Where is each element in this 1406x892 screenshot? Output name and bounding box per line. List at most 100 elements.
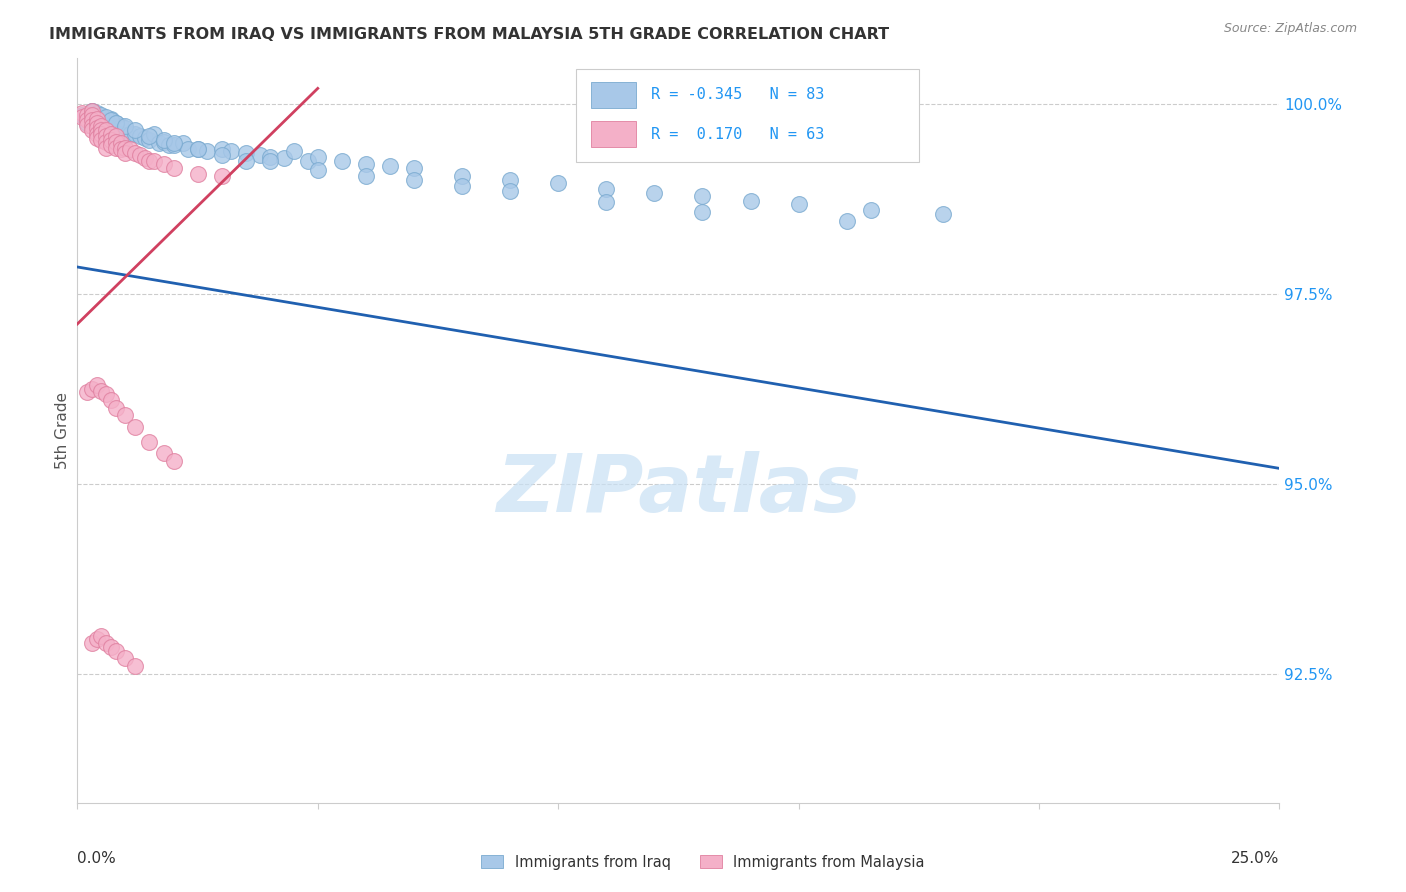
Point [96, 123, 118, 137]
Point [128, 148, 150, 162]
Point [143, 153, 166, 168]
Point [90, 110, 112, 124]
Point [595, 182, 617, 196]
Point [86, 118, 108, 132]
Point [114, 141, 136, 155]
Point [80, 108, 103, 122]
Text: R =  0.170   N = 63: R = 0.170 N = 63 [651, 128, 824, 142]
Point [124, 419, 146, 434]
FancyBboxPatch shape [591, 121, 637, 147]
Point [114, 120, 136, 134]
Point [90, 629, 112, 643]
Point [86, 130, 108, 145]
Point [148, 136, 170, 150]
Point [235, 153, 257, 168]
Point [96, 123, 118, 137]
Point [80, 112, 103, 126]
Point [499, 184, 522, 198]
Point [100, 138, 122, 153]
Point [104, 141, 127, 155]
Point [100, 113, 122, 128]
Point [283, 144, 305, 158]
Point [692, 204, 714, 219]
Point [211, 142, 233, 156]
Point [104, 115, 127, 129]
Point [138, 153, 160, 168]
Point [104, 644, 127, 658]
Point [90, 120, 112, 134]
Point [932, 207, 955, 221]
Point [110, 136, 132, 150]
Point [692, 189, 714, 203]
Point [110, 127, 132, 141]
Point [124, 127, 146, 141]
Point [76, 113, 98, 128]
Text: IMMIGRANTS FROM IRAQ VS IMMIGRANTS FROM MALAYSIA 5TH GRADE CORRELATION CHART: IMMIGRANTS FROM IRAQ VS IMMIGRANTS FROM … [49, 27, 890, 42]
Point [187, 142, 209, 156]
Legend: Immigrants from Iraq, Immigrants from Malaysia: Immigrants from Iraq, Immigrants from Ma… [475, 849, 931, 876]
Point [211, 169, 233, 183]
Point [96, 636, 118, 650]
Point [162, 161, 184, 176]
Point [80, 104, 103, 119]
Point [104, 115, 127, 129]
Point [104, 401, 127, 415]
Point [96, 120, 118, 134]
Point [96, 135, 118, 149]
Point [134, 151, 156, 165]
Point [100, 133, 122, 147]
Point [451, 169, 474, 183]
Point [104, 127, 127, 141]
Point [195, 144, 218, 158]
Point [138, 133, 160, 147]
Point [547, 177, 569, 191]
Point [259, 153, 281, 168]
Point [96, 141, 118, 155]
Point [100, 118, 122, 132]
Text: Source: ZipAtlas.com: Source: ZipAtlas.com [1223, 22, 1357, 36]
Point [297, 153, 319, 168]
Point [354, 157, 377, 171]
Point [114, 146, 136, 161]
Point [219, 144, 242, 158]
Point [114, 408, 136, 422]
Point [172, 136, 194, 150]
Point [80, 636, 103, 650]
Point [259, 150, 281, 164]
Point [153, 446, 176, 460]
Point [96, 387, 118, 401]
Point [104, 135, 127, 149]
Point [80, 123, 103, 137]
Point [76, 118, 98, 132]
Point [120, 127, 142, 141]
FancyBboxPatch shape [591, 82, 637, 108]
Point [124, 146, 146, 161]
Point [96, 110, 118, 124]
Point [70, 105, 93, 120]
Point [124, 123, 146, 137]
Point [100, 640, 122, 654]
Point [80, 104, 103, 119]
Point [80, 120, 103, 134]
Point [354, 169, 377, 183]
Point [499, 172, 522, 186]
Point [86, 127, 108, 141]
Point [177, 142, 200, 156]
Point [80, 104, 103, 119]
Point [134, 130, 156, 145]
Text: R = -0.345   N = 83: R = -0.345 N = 83 [651, 87, 824, 102]
Point [153, 135, 176, 149]
Point [162, 138, 184, 153]
Point [90, 108, 112, 122]
Point [114, 651, 136, 665]
Point [187, 167, 209, 181]
Point [86, 632, 108, 647]
Point [100, 123, 122, 137]
Point [110, 142, 132, 156]
Point [114, 130, 136, 145]
Point [120, 142, 142, 156]
Point [187, 142, 209, 156]
Point [76, 108, 98, 122]
Point [90, 115, 112, 129]
Point [859, 202, 882, 217]
